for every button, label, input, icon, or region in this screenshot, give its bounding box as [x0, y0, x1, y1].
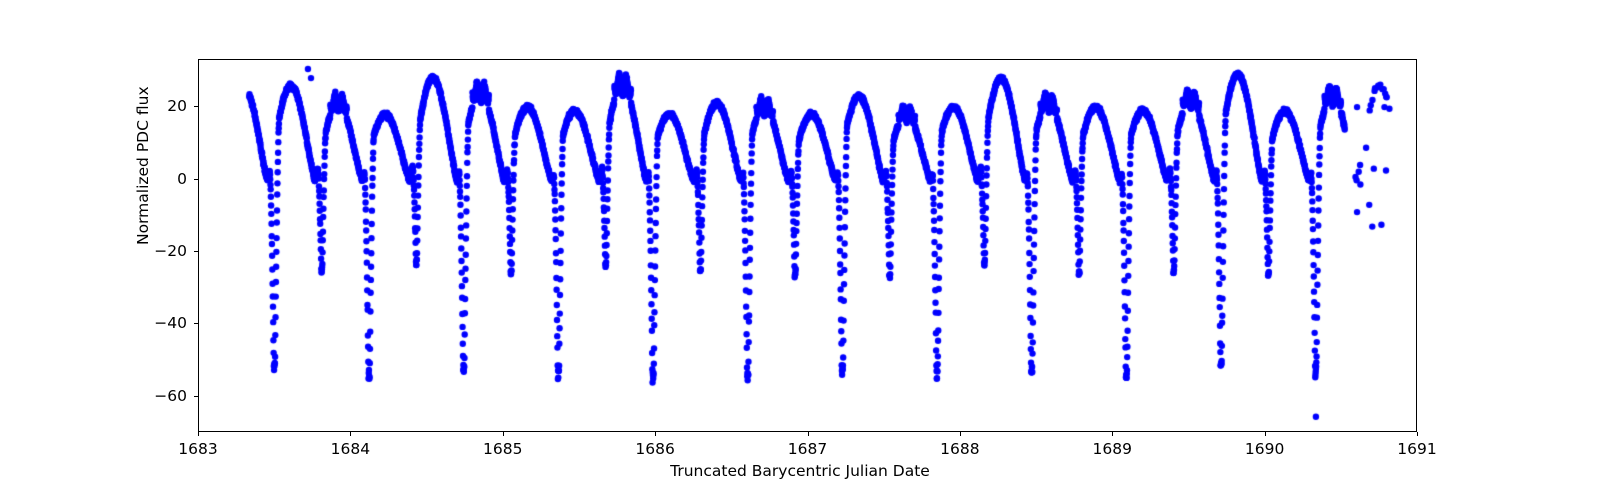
x-tick-mark: [1264, 432, 1266, 436]
x-tick-label: 1686: [635, 440, 675, 458]
x-tick-label: 1689: [1092, 440, 1132, 458]
plot-area: [198, 59, 1418, 433]
x-tick-label: 1687: [787, 440, 828, 458]
x-tick-label: 1690: [1244, 440, 1285, 458]
x-tick-mark: [502, 432, 504, 436]
y-tick-mark: [194, 106, 198, 108]
x-tick-mark: [655, 432, 657, 436]
x-tick-label: 1684: [330, 440, 371, 458]
x-tick-label: 1688: [940, 440, 980, 458]
x-tick-mark: [807, 432, 809, 436]
y-axis-label-wrap: Normalized PDC flux: [134, 0, 160, 500]
x-tick-label: 1683: [178, 440, 218, 458]
y-tick-mark: [194, 178, 198, 180]
y-axis-label: Normalized PDC flux: [134, 86, 152, 245]
y-tick-mark: [194, 395, 198, 397]
y-tick-label: 0: [177, 169, 187, 188]
x-tick-mark: [350, 432, 352, 436]
flux-scatter-series: [199, 60, 1418, 433]
x-axis-label: Truncated Barycentric Julian Date: [670, 462, 930, 480]
x-tick-label: 1691: [1397, 440, 1437, 458]
x-tick-mark: [959, 432, 961, 436]
y-tick-label: −40: [154, 314, 187, 333]
x-tick-label: 1685: [483, 440, 523, 458]
x-tick-mark: [1417, 432, 1419, 436]
y-tick-label: 20: [167, 97, 187, 116]
y-tick-mark: [194, 323, 198, 325]
y-tick-label: −60: [154, 386, 187, 405]
y-tick-mark: [194, 250, 198, 253]
y-tick-label: −20: [154, 241, 187, 260]
x-tick-mark: [198, 432, 200, 436]
x-tick-mark: [1112, 432, 1114, 436]
